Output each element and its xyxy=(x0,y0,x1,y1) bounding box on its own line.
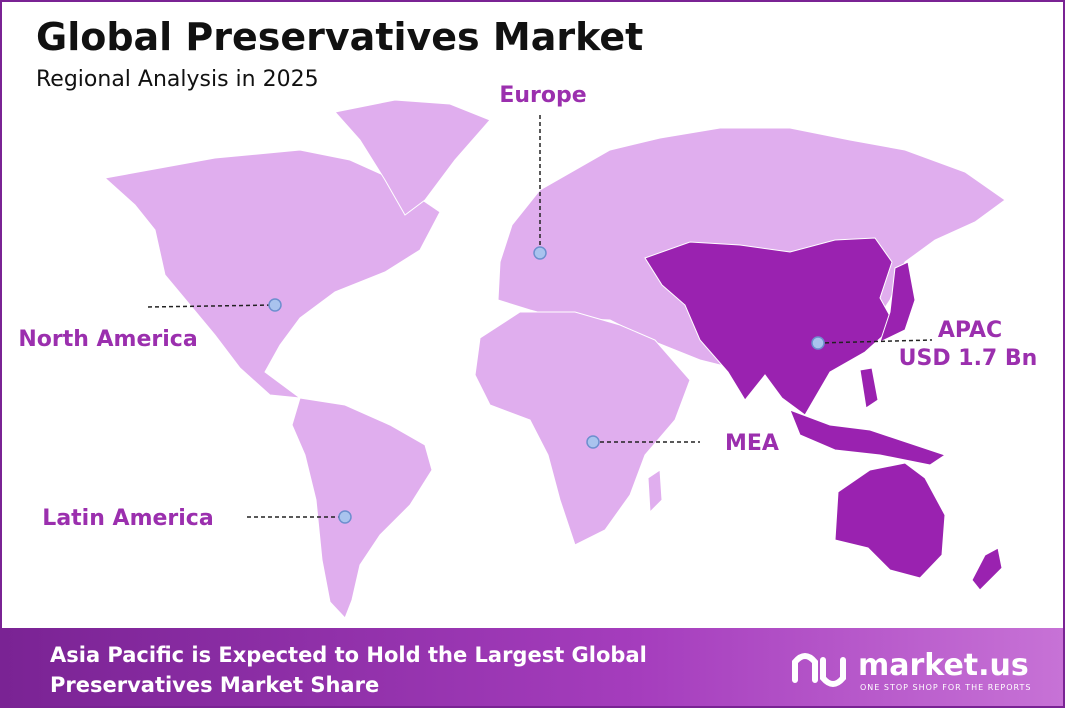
logo-icon xyxy=(792,653,846,687)
title: Global Preservatives Market xyxy=(36,15,643,59)
asia-pacific xyxy=(644,237,896,416)
subtitle: Regional Analysis in 2025 xyxy=(36,67,319,92)
region-marker xyxy=(338,510,352,524)
region-marker xyxy=(586,435,600,449)
new-zealand xyxy=(971,547,1003,591)
region-label: Latin America xyxy=(42,506,213,531)
leader-line xyxy=(817,339,933,344)
footer-text: Asia Pacific is Expected to Hold the Lar… xyxy=(50,643,647,667)
africa xyxy=(474,311,691,546)
logo-tagline: ONE STOP SHOP FOR THE REPORTS xyxy=(860,683,1031,692)
world-map xyxy=(103,99,1006,619)
madagascar xyxy=(647,469,663,514)
australia xyxy=(834,462,946,579)
leader-line xyxy=(147,304,276,308)
region-label: North America xyxy=(18,327,197,352)
north-america xyxy=(103,149,441,399)
region-label: Europe xyxy=(499,83,586,108)
region-label: MEA xyxy=(725,431,779,456)
south-america xyxy=(291,397,433,619)
footer-band xyxy=(2,628,1063,706)
region-marker xyxy=(268,298,282,312)
logo-text: market.us xyxy=(858,648,1029,683)
indonesia xyxy=(789,409,947,466)
region-label: APAC xyxy=(938,318,1002,343)
footer-text: Preservatives Market Share xyxy=(50,673,379,697)
philippines xyxy=(859,367,879,409)
japan xyxy=(879,261,916,343)
region-value: USD 1.7 Bn xyxy=(899,346,1038,371)
region-marker xyxy=(533,246,547,260)
greenland xyxy=(334,99,491,216)
region-marker xyxy=(811,336,825,350)
